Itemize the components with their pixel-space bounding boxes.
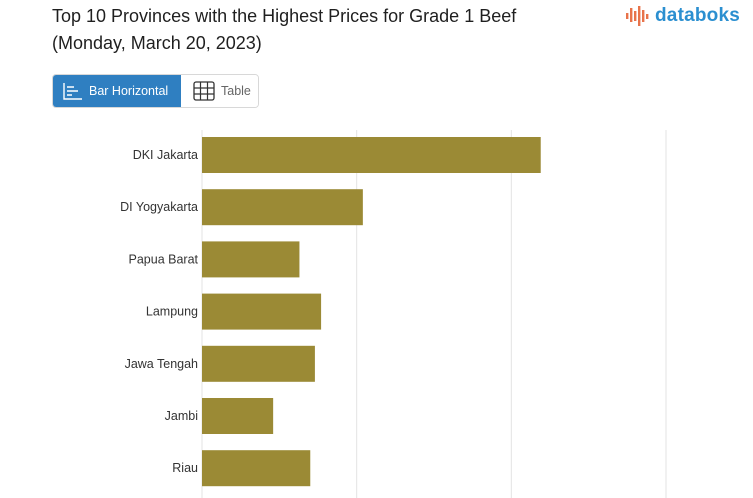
chart-title-line1: Top 10 Provinces with the Highest Prices… <box>52 6 517 26</box>
bar[interactable] <box>202 345 315 382</box>
bar-horizontal-label: Bar Horizontal <box>89 84 169 98</box>
databoks-logo-text: databoks <box>655 5 741 26</box>
category-label: Jambi <box>165 409 198 423</box>
table-tab[interactable]: Table <box>181 75 258 107</box>
category-label: DI Yogyakarta <box>120 200 198 214</box>
table-grid-icon <box>193 81 215 101</box>
bar[interactable] <box>202 241 300 278</box>
view-toggle: Bar Horizontal Table <box>52 74 259 108</box>
bar[interactable] <box>202 450 311 487</box>
databoks-logo-icon <box>626 6 649 26</box>
chart-title-line2: (Monday, March 20, 2023) <box>52 33 262 53</box>
category-label: Lampung <box>146 305 198 319</box>
chart-title: Top 10 Provinces with the Highest Prices… <box>52 3 612 57</box>
databoks-logo[interactable]: databoks <box>625 3 740 29</box>
category-label: Riau <box>172 461 198 475</box>
table-label: Table <box>221 84 251 98</box>
bar[interactable] <box>202 137 541 173</box>
category-label: Papua Barat <box>129 252 199 266</box>
bar[interactable] <box>202 293 322 330</box>
category-label: DKI Jakarta <box>133 148 198 162</box>
bar[interactable] <box>202 398 274 434</box>
bar[interactable] <box>202 189 363 226</box>
category-label: Jawa Tengah <box>125 357 198 371</box>
bar-horizontal-tab[interactable]: Bar Horizontal <box>53 75 181 107</box>
bar-chart-icon <box>62 82 83 101</box>
